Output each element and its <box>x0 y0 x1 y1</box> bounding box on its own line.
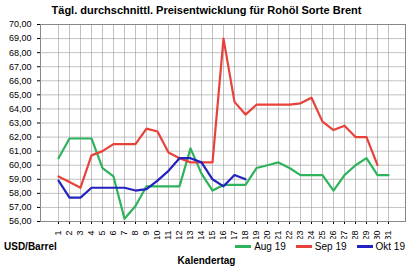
svg-text:68,00: 68,00 <box>9 48 32 58</box>
svg-text:10: 10 <box>152 231 162 240</box>
svg-text:16: 16 <box>218 231 228 240</box>
svg-text:56,00: 56,00 <box>9 216 32 226</box>
svg-text:22: 22 <box>284 231 294 240</box>
svg-text:69,00: 69,00 <box>9 33 32 43</box>
svg-text:24: 24 <box>306 231 316 240</box>
svg-text:23: 23 <box>295 231 305 240</box>
html-text:Kalendertag: Kalendertag <box>177 255 236 266</box>
svg-text:3: 3 <box>75 231 85 236</box>
svg-text:12: 12 <box>174 231 184 240</box>
svg-text:64,00: 64,00 <box>9 104 32 114</box>
svg-text:57,00: 57,00 <box>9 202 32 212</box>
svg-text:65,00: 65,00 <box>9 90 32 100</box>
svg-text:14: 14 <box>196 231 206 240</box>
svg-text:21: 21 <box>273 231 283 240</box>
svg-text:63,00: 63,00 <box>9 118 32 128</box>
svg-text:15: 15 <box>207 231 217 240</box>
html-text:Sep 19: Sep 19 <box>314 241 347 252</box>
html-text:USD/Barrel: USD/Barrel <box>4 241 57 252</box>
html-text:Tägl. durchschnittl. Preisentw: Tägl. durchschnittl. Preisentwicklung fü… <box>51 4 362 16</box>
svg-text:60,00: 60,00 <box>9 160 32 170</box>
svg-text:58,00: 58,00 <box>9 188 32 198</box>
svg-text:5: 5 <box>97 231 107 236</box>
svg-text:61,00: 61,00 <box>9 146 32 156</box>
svg-text:9: 9 <box>141 231 151 236</box>
html-text:Okt 19: Okt 19 <box>375 241 405 252</box>
svg-text:25: 25 <box>317 231 327 240</box>
svg-text:17: 17 <box>229 231 239 240</box>
svg-text:8: 8 <box>130 231 140 236</box>
svg-text:67,00: 67,00 <box>9 62 32 72</box>
html-text:Aug 19: Aug 19 <box>254 241 286 252</box>
svg-text:26: 26 <box>328 231 338 240</box>
svg-text:4: 4 <box>86 231 96 236</box>
svg-text:18: 18 <box>240 231 250 240</box>
svg-text:27: 27 <box>339 231 349 240</box>
svg-text:66,00: 66,00 <box>9 76 32 86</box>
svg-text:31: 31 <box>383 231 393 240</box>
svg-text:6: 6 <box>108 231 118 236</box>
svg-text:11: 11 <box>163 231 173 240</box>
svg-text:20: 20 <box>262 231 272 240</box>
svg-text:13: 13 <box>185 231 195 240</box>
svg-text:29: 29 <box>361 231 371 240</box>
svg-text:19: 19 <box>251 231 261 240</box>
svg-text:62,00: 62,00 <box>9 132 32 142</box>
svg-text:2: 2 <box>64 231 74 236</box>
svg-text:70,00: 70,00 <box>9 19 32 29</box>
svg-text:7: 7 <box>119 231 129 236</box>
svg-text:1: 1 <box>53 231 63 236</box>
svg-text:30: 30 <box>372 231 382 240</box>
svg-text:28: 28 <box>350 231 360 240</box>
svg-text:59,00: 59,00 <box>9 174 32 184</box>
